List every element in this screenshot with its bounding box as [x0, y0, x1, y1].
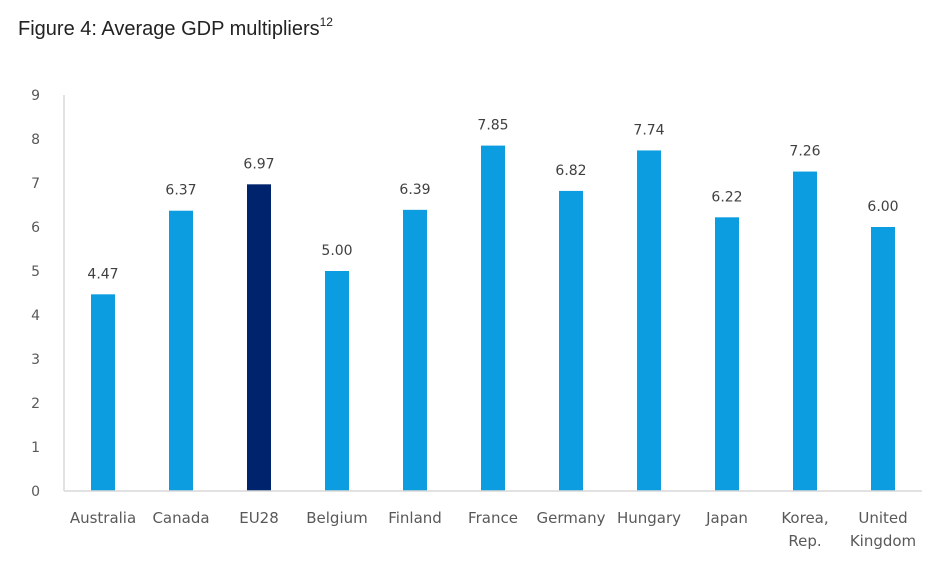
category-labels-group: Australia Canada EU28 Belgium Finland France G… [70, 509, 916, 550]
bar [325, 271, 349, 491]
y-tick-label: 3 [31, 352, 40, 368]
x-tick-label: Finland [388, 509, 442, 527]
y-tick-label: 0 [31, 484, 40, 500]
y-tick-label: 8 [31, 132, 40, 148]
bar [793, 171, 817, 491]
chart-title-text: Figure 4: Average GDP multipliers [18, 18, 320, 40]
x-tick-label: Hungary [617, 509, 681, 527]
bars-group [91, 145, 895, 492]
bar [715, 217, 739, 491]
bar [559, 190, 583, 492]
y-tick-label: 2 [31, 396, 40, 412]
x-tick-label: Korea, Rep. [781, 509, 828, 550]
data-label: 5.00 [321, 243, 352, 259]
data-labels-group: 4.47 6.37 6.97 5.00 6.39 7.85 6.82 7.74 6.22 7.26… [87, 118, 898, 283]
x-tick-label: EU28 [239, 509, 279, 527]
data-label: 6.97 [243, 156, 274, 172]
y-tick-label: 9 [31, 88, 40, 104]
data-label: 4.47 [87, 266, 118, 282]
bar [637, 150, 661, 491]
bar [403, 209, 427, 491]
y-tick-label: 6 [31, 220, 40, 236]
bar [247, 184, 271, 491]
bar [871, 227, 895, 491]
data-label: 6.22 [711, 189, 742, 205]
data-label: 6.82 [555, 163, 586, 179]
bar [91, 294, 115, 491]
data-label: 7.85 [477, 118, 508, 134]
x-tick-label: Japan [705, 509, 748, 527]
chart-title-footnote: 12 [319, 15, 333, 29]
data-label: 6.37 [165, 183, 196, 199]
x-tick-label: Germany [537, 509, 606, 527]
data-label: 7.74 [633, 122, 664, 138]
data-label: 7.26 [789, 144, 820, 160]
data-label: 6.39 [399, 182, 430, 198]
x-tick-label: Australia [70, 509, 136, 527]
bar [169, 210, 193, 491]
bar [481, 145, 505, 491]
y-tick-label: 7 [31, 176, 40, 192]
x-tick-label: France [468, 509, 518, 527]
y-tick-label: 4 [31, 308, 40, 324]
x-tick-label: United Kingdom [850, 509, 916, 550]
chart-title: Figure 4: Average GDP multipliers12 [18, 15, 333, 41]
x-tick-label: Canada [152, 509, 209, 527]
x-tick-label: Belgium [306, 509, 368, 527]
data-label: 6.00 [867, 199, 898, 215]
y-axis: 0 1 2 3 4 5 6 7 8 9 [31, 88, 65, 500]
y-tick-label: 1 [31, 440, 40, 456]
y-tick-label: 5 [31, 264, 40, 280]
